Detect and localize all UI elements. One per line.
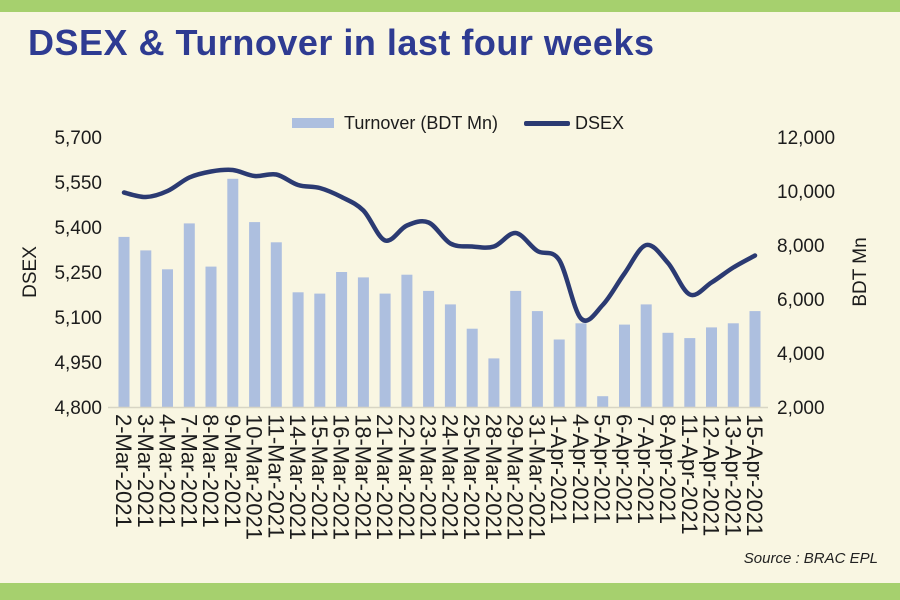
source-credit: Source : BRAC EPL: [743, 550, 878, 567]
turnover-bar: [292, 292, 304, 408]
turnover-bar: [706, 327, 717, 407]
turnover-bar: [553, 339, 565, 407]
turnover-bar: [379, 293, 391, 407]
turnover-bar: [118, 236, 130, 407]
x-axis-label: 11-Mar-2021: [263, 414, 288, 538]
left-axis-tick: 5,100: [54, 308, 102, 329]
x-axis-label: 23-Mar-2021: [416, 414, 441, 540]
turnover-bar: [531, 311, 543, 407]
turnover-bar: [619, 324, 630, 407]
x-axis-label: 9-Mar-2021: [220, 414, 245, 528]
x-axis-label: 11-Apr-2021: [677, 414, 702, 535]
x-axis-label: 3-Mar-2021: [133, 414, 158, 528]
turnover-bar: [575, 323, 587, 407]
turnover-bar: [162, 269, 173, 407]
x-axis-label: 8-Mar-2021: [198, 414, 223, 528]
x-axis-label: 4-Mar-2021: [155, 414, 180, 528]
right-axis-tick: 12,000: [777, 128, 835, 149]
chart-legend: Turnover (BDT Mn) DSEX: [292, 110, 624, 136]
x-axis-label: 24-Mar-2021: [437, 414, 462, 540]
turnover-bar: [205, 266, 217, 407]
right-axis-tick: 10,000: [777, 182, 835, 203]
turnover-bar: [183, 223, 195, 407]
right-axis-tick: 2,000: [777, 398, 825, 419]
x-axis-labels: 2-Mar-20213-Mar-20214-Mar-20217-Mar-2021…: [111, 414, 767, 540]
turnover-bar: [249, 222, 261, 407]
x-axis-label: 6-Apr-2021: [612, 414, 637, 524]
turnover-bars: [118, 178, 761, 408]
x-axis-label: 10-Mar-2021: [242, 414, 267, 540]
top-border-band: [0, 0, 900, 12]
right-axis-title: BDT Mn: [850, 237, 871, 306]
turnover-bar: [314, 293, 326, 407]
right-axis-tick: 8,000: [777, 236, 825, 257]
x-axis-label: 2-Mar-2021: [111, 414, 136, 528]
x-axis-label: 31-Mar-2021: [524, 414, 549, 540]
legend-dsex-label: DSEX: [575, 112, 625, 133]
x-axis-label: 28-Mar-2021: [481, 414, 506, 540]
left-axis-tick: 4,950: [54, 353, 102, 374]
x-axis-label: 5-Apr-2021: [590, 414, 615, 524]
turnover-bar: [749, 311, 761, 407]
chart-title: DSEX & Turnover in last four weeks: [28, 22, 655, 63]
x-axis-label: 7-Mar-2021: [176, 414, 201, 528]
left-axis-ticks: 5,700 5,550 5,400 5,250 5,100 4,950 4,800: [54, 128, 102, 419]
turnover-bar: [227, 178, 239, 407]
turnover-bar: [270, 242, 282, 407]
turnover-bar: [444, 304, 456, 407]
dsex-line: [121, 167, 758, 323]
x-axis-label: 22-Mar-2021: [394, 414, 419, 540]
turnover-bar: [423, 290, 435, 407]
x-axis-label: 8-Apr-2021: [655, 414, 680, 524]
legend-dsex-swatch: [524, 120, 571, 126]
turnover-bar: [727, 323, 739, 407]
turnover-bar: [684, 338, 696, 407]
turnover-bar: [662, 332, 674, 408]
left-axis-tick: 5,550: [54, 173, 102, 194]
right-axis-tick: 6,000: [777, 290, 825, 311]
turnover-bar: [357, 277, 369, 407]
turnover-bar: [401, 274, 413, 407]
left-axis-tick: 5,400: [54, 218, 102, 239]
legend-turnover-swatch: [292, 118, 334, 128]
bottom-border-band: [0, 583, 900, 600]
turnover-bar: [140, 250, 152, 407]
x-axis-label: 15-Mar-2021: [307, 414, 332, 540]
turnover-bar: [640, 304, 652, 407]
x-axis-label: 14-Mar-2021: [285, 414, 310, 540]
x-axis-label: 4-Apr-2021: [568, 414, 593, 524]
x-axis-label: 13-Apr-2021: [720, 414, 745, 536]
legend-turnover-label: Turnover (BDT Mn): [344, 112, 499, 133]
x-axis-label: 16-Mar-2021: [329, 414, 354, 540]
x-axis-label: 7-Apr-2021: [633, 414, 658, 524]
left-axis-tick: 4,800: [54, 398, 102, 419]
left-axis-tick: 5,250: [54, 263, 102, 284]
x-axis-label: 12-Apr-2021: [699, 414, 724, 536]
x-axis-label: 21-Mar-2021: [372, 414, 397, 540]
x-axis-label: 25-Mar-2021: [459, 414, 484, 540]
right-axis-ticks: 12,000 10,000 8,000 6,000 4,000 2,000: [777, 128, 835, 419]
x-axis-label: 29-Mar-2021: [503, 414, 528, 540]
right-axis-tick: 4,000: [777, 344, 825, 365]
turnover-bar: [510, 290, 522, 407]
x-axis-label: 1-Apr-2021: [546, 414, 571, 524]
turnover-bar: [597, 396, 609, 407]
left-axis-title: DSEX: [20, 246, 41, 298]
turnover-bar: [466, 328, 478, 407]
x-axis-label: 18-Mar-2021: [350, 414, 375, 540]
left-axis-tick: 5,700: [54, 128, 102, 149]
turnover-bar: [488, 358, 500, 407]
turnover-bar: [336, 272, 348, 407]
x-axis-label: 15-Apr-2021: [742, 414, 767, 536]
